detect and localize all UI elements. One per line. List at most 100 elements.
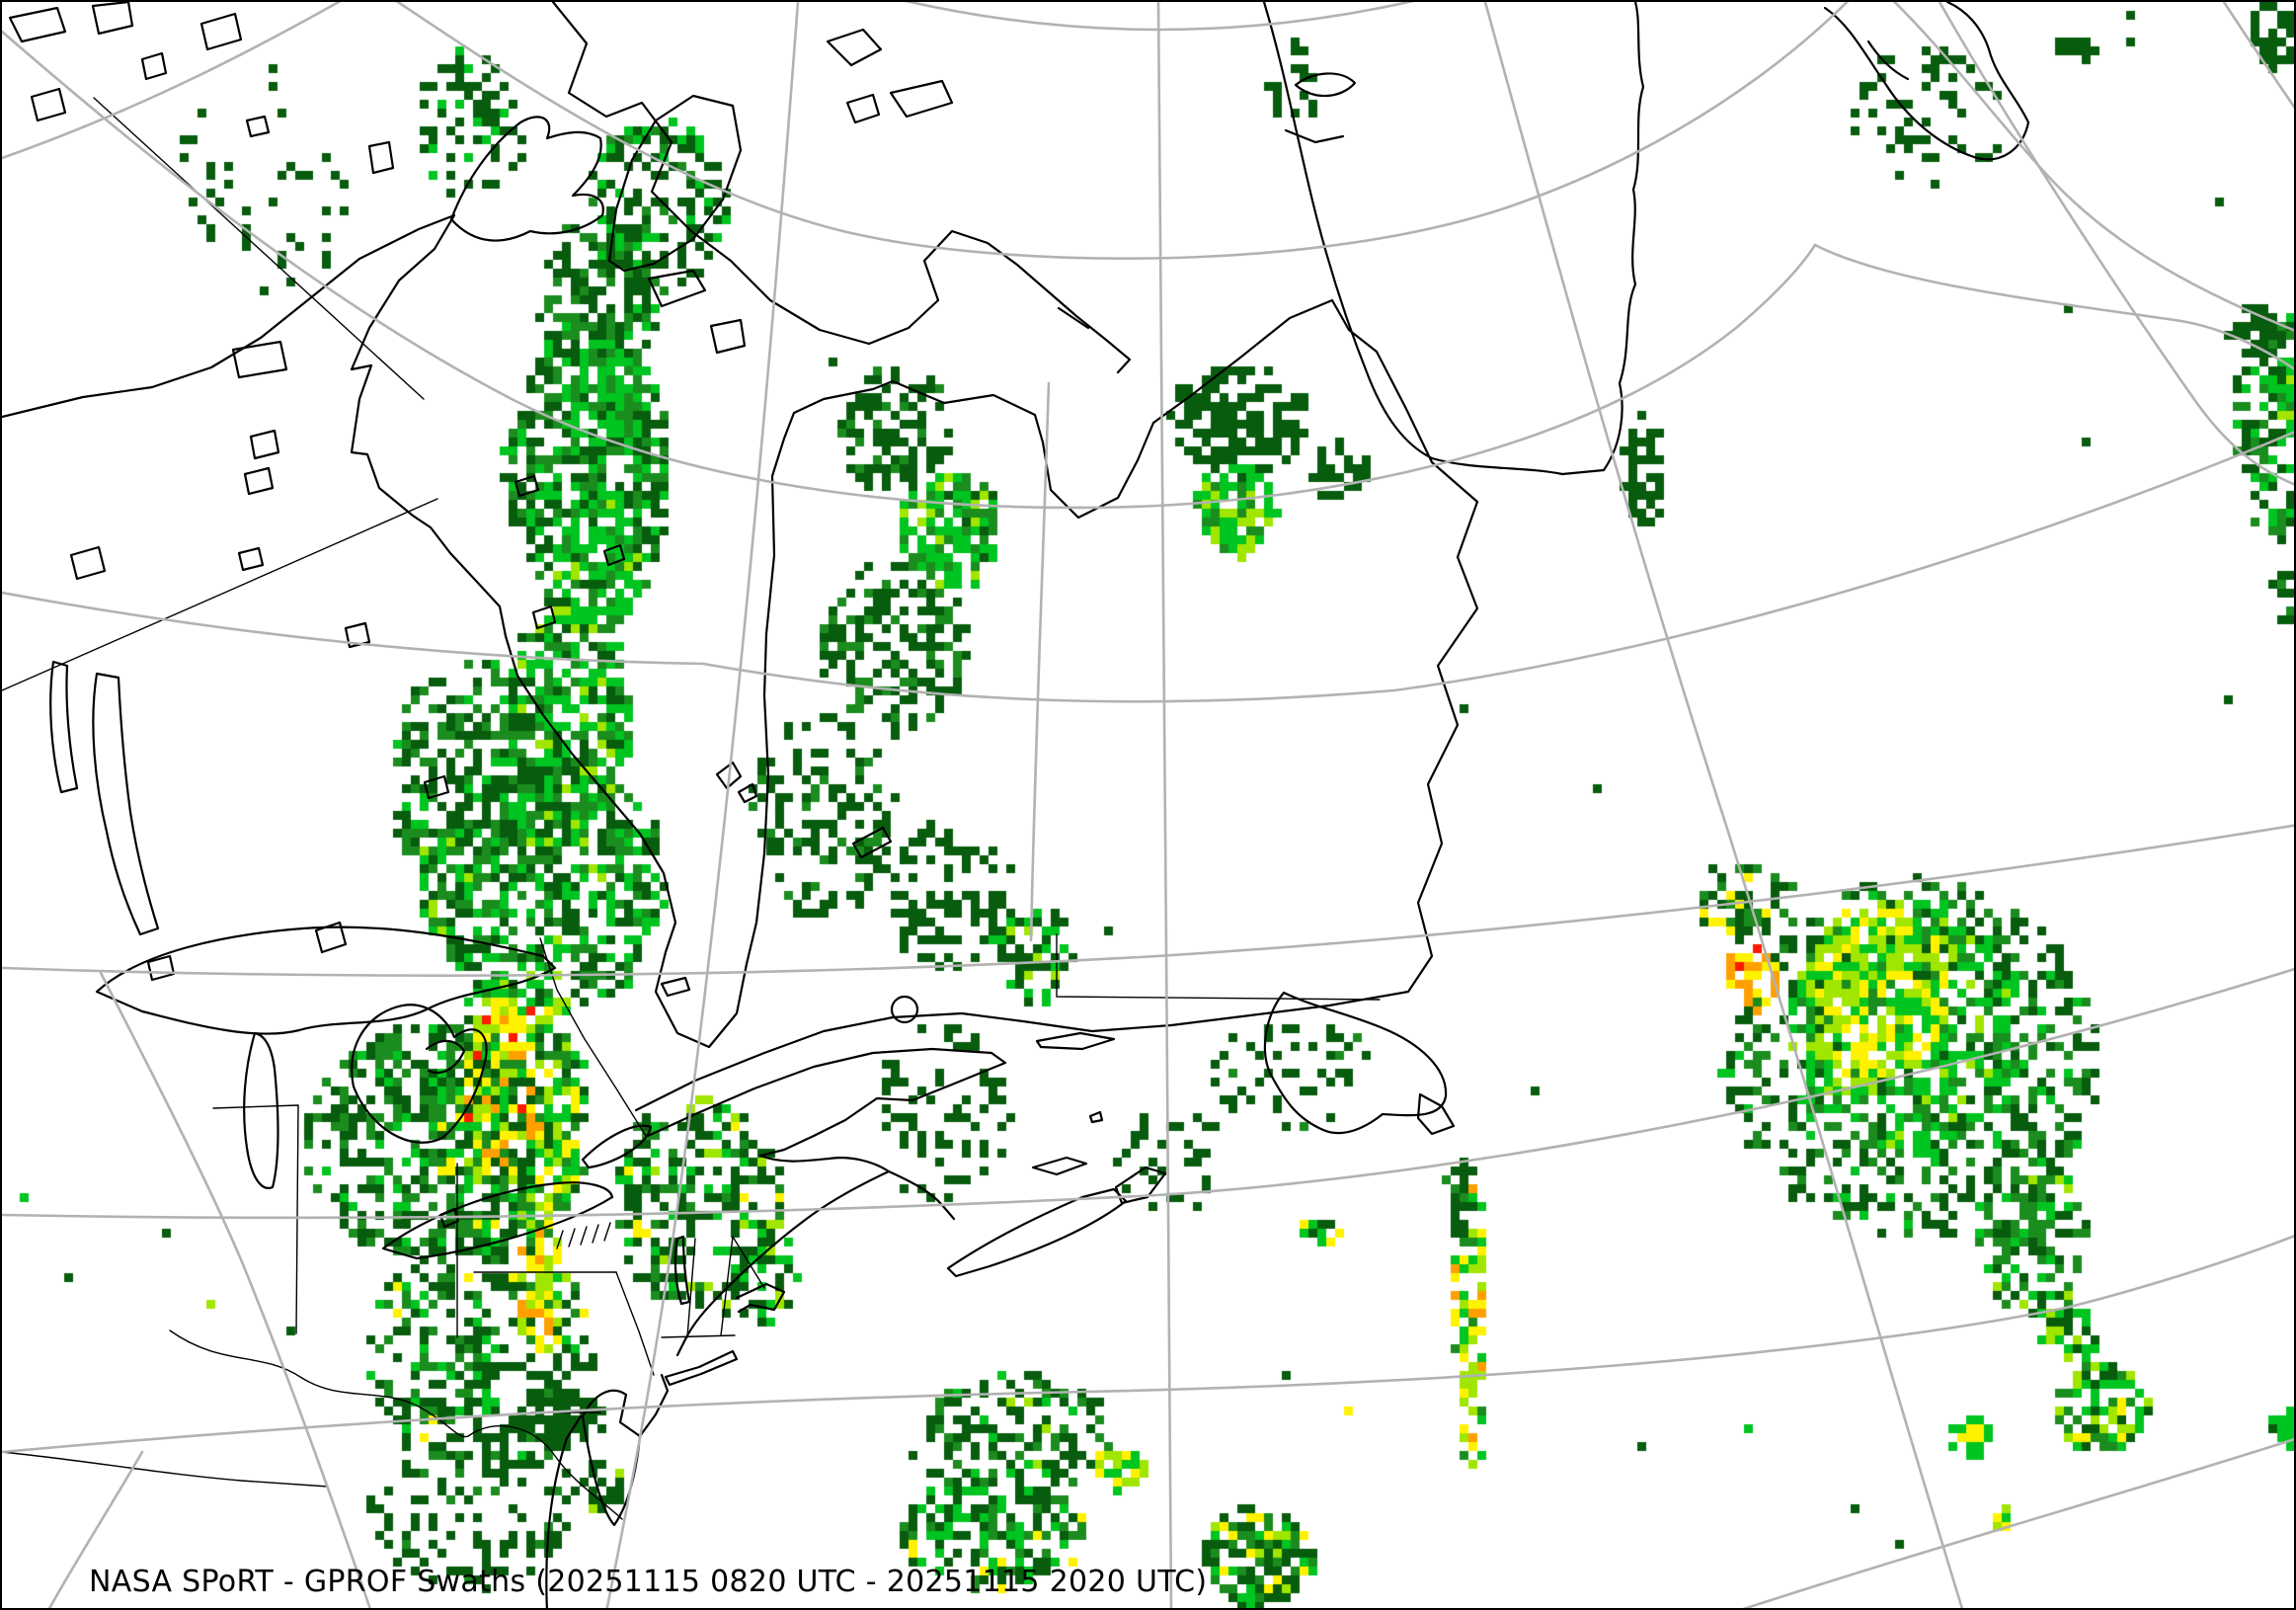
- mansel-island: [709, 318, 747, 355]
- coats-island: [647, 269, 707, 308]
- arctic-island-5: [30, 87, 67, 122]
- graticule-18: [1029, 381, 1051, 942]
- westvirginia-virginia: [467, 1424, 623, 1520]
- arctic-island-2: [91, 2, 134, 36]
- graticule-6: [2, 431, 2294, 703]
- prince-edward-island: [1031, 1156, 1088, 1176]
- vermont-newhampshire: [686, 1238, 696, 1338]
- graticule-7: [2, 824, 2294, 977]
- lake-winnipegosis: [49, 660, 79, 794]
- kentucky-virginia: [2, 1451, 329, 1488]
- manicouagan-ring: [890, 995, 919, 1024]
- akimiski-island: [660, 976, 691, 998]
- frobisher-bay: [1057, 306, 1090, 330]
- cape-breton: [1114, 1166, 1167, 1205]
- graticule-4: [2, 30, 1817, 510]
- newhampshire-maine: [720, 1236, 765, 1336]
- belcher-island-1: [715, 761, 743, 790]
- finger-lakes: [556, 1222, 611, 1249]
- wisconsin-illinois-indiana: [212, 1104, 299, 1334]
- graticule-12: [605, 2, 800, 1608]
- tundra-lake-6: [69, 545, 107, 581]
- chesapeake-west-shore: [545, 1414, 583, 1608]
- manitoba-nunavut-border: [2, 498, 438, 691]
- tundra-lake-3: [243, 466, 275, 496]
- nova-scotia: [946, 1187, 1128, 1278]
- graticule-16: [1938, 2, 2294, 486]
- ohio-river: [169, 1329, 469, 1438]
- iceland: [1823, 2, 2030, 161]
- foxe-island-1: [826, 28, 883, 67]
- lake-mistassini: [851, 826, 893, 859]
- stlawrence-south-shore: [646, 1047, 1007, 1158]
- tundra-lake-4: [237, 546, 265, 572]
- lake-winnipeg: [92, 672, 160, 936]
- tundra-lake-1: [231, 340, 288, 379]
- repulse-peninsula: [449, 116, 604, 242]
- graticule-15: [1483, 2, 1964, 1608]
- foxe-island-2: [889, 79, 954, 119]
- tundra-lake-2: [249, 429, 280, 460]
- arctic-island-7: [367, 140, 395, 175]
- lake-michigan: [243, 1031, 279, 1189]
- new-england-coast: [675, 1169, 891, 1357]
- graticule-8: [2, 967, 2294, 1220]
- newfoundland: [1263, 991, 1448, 1135]
- new-jersey-coast: [638, 1373, 670, 1438]
- arctic-island-1: [8, 6, 67, 43]
- iles-madeleine: [1088, 1110, 1104, 1124]
- lake-nipigon: [314, 921, 348, 954]
- graticule-11: [1156, 2, 1173, 1608]
- graticule-1: [2, 2, 342, 160]
- graticule-17: [2222, 2, 2294, 110]
- ontario-quebec-border: [539, 937, 647, 1137]
- lake-champlain: [673, 1235, 691, 1306]
- baffin-island: [551, 2, 1132, 374]
- iceland-bay: [1866, 40, 1910, 81]
- lake-stclair: [438, 1207, 460, 1229]
- lake-erie: [381, 1181, 614, 1260]
- georgian-bay: [425, 1039, 466, 1075]
- cape-cod: [735, 1282, 786, 1314]
- belcher-island-2: [737, 782, 758, 804]
- arctic-island-3: [140, 51, 168, 81]
- arctic-island-6: [245, 115, 271, 138]
- misc-lake-2: [531, 604, 557, 630]
- quebec-labrador-border: [1056, 933, 1381, 1001]
- coastlines-group: [2, 2, 2030, 1608]
- political-borders-group: [2, 97, 1381, 1520]
- southampton-island: [607, 94, 743, 273]
- disko-bay: [1284, 128, 1345, 144]
- lake-huron: [351, 1004, 488, 1144]
- graticule-14: [47, 1450, 144, 1608]
- misc-lake-1: [423, 774, 450, 800]
- misc-lake-4: [514, 474, 540, 498]
- misc-lake-3: [602, 543, 626, 567]
- bay-of-fundy: [887, 1169, 956, 1221]
- lake-superior: [95, 926, 557, 1035]
- foxe-island-3: [845, 93, 881, 124]
- mainland-hudson-labrador: [2, 213, 1479, 1112]
- nunavut-border-north: [93, 97, 425, 400]
- newyork-newjersey: [615, 1271, 655, 1376]
- new-brunswick: [758, 1154, 891, 1173]
- avalon-peninsula: [1416, 1092, 1456, 1136]
- greenland: [1262, 2, 1645, 476]
- caption: NASA SPoRT - GPROF Swaths (20251115 0820…: [89, 1565, 1208, 1599]
- disko-island: [1294, 72, 1357, 98]
- graticule-3: [1892, 2, 2294, 332]
- arctic-island-4: [199, 12, 243, 51]
- graticule-13: [99, 971, 371, 1608]
- graticule-5: [1813, 243, 2294, 370]
- lake-ontario: [581, 1124, 653, 1169]
- graticule-9: [2, 1235, 2294, 1454]
- graticule-2: [395, 2, 1850, 260]
- massachusetts-line: [661, 1334, 736, 1338]
- long-island: [664, 1349, 739, 1387]
- anticosti-island: [1035, 1031, 1116, 1051]
- tundra-lake-5: [344, 621, 371, 649]
